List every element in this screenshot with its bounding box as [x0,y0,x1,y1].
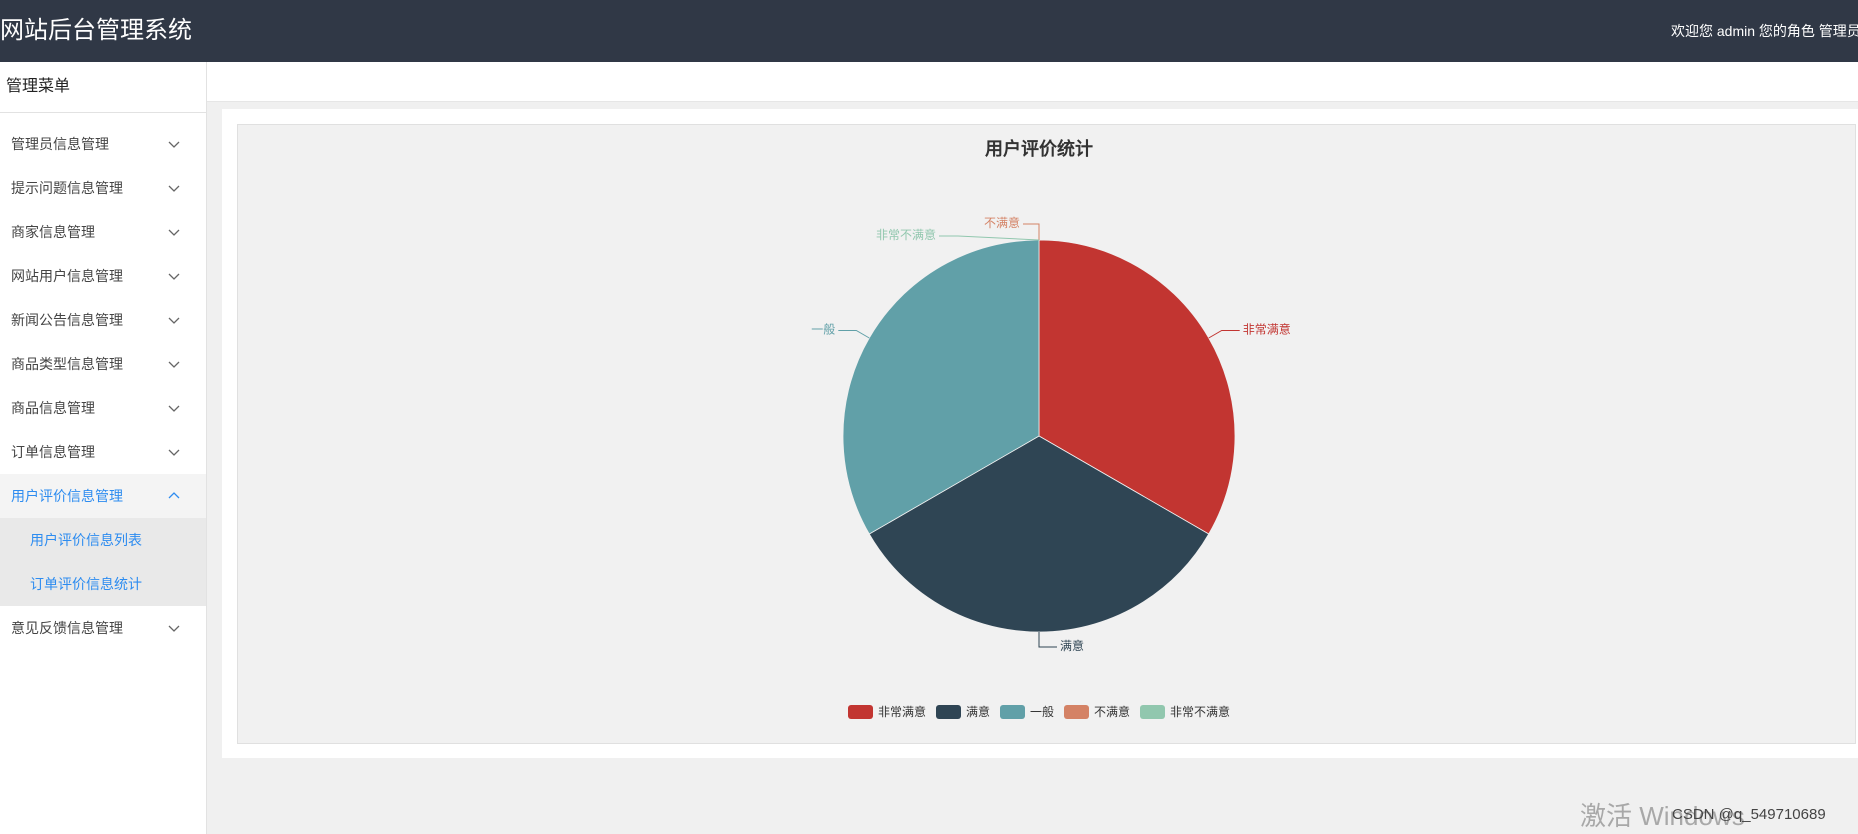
legend-swatch [1064,705,1089,719]
label-line [939,235,1040,241]
slice-label: 非常不满意 [876,227,936,242]
chart-panel: 用户评价统计 非常满意 满意 一般 不满意 非常不满意 非常满意 满意 一般 不满意 非常不满意 [237,124,1856,744]
legend-label: 满意 [965,705,990,719]
sidebar-item-label: 商家信息管理 [11,224,95,240]
sidebar-item-admin-info[interactable]: 管理员信息管理 [0,122,206,166]
sidebar-menu: 管理员信息管理 提示问题信息管理 商家信息管理 网站用户信息管理 新闻公告信息管… [0,113,206,650]
label-line [1038,632,1057,648]
sidebar-item-label: 订单信息管理 [11,444,95,460]
chevron-down-icon [168,622,180,634]
sidebar-item-product-info[interactable]: 商品信息管理 [0,386,206,430]
submenu-user-reviews: 用户评价信息列表 订单评价信息统计 [0,518,206,606]
chart-legend: 非常满意 满意 一般 不满意 非常不满意 [238,705,1840,719]
legend-item[interactable]: 非常满意 [847,705,926,719]
chevron-down-icon [168,314,180,326]
pie-slices [842,239,1236,633]
chevron-down-icon [168,138,180,150]
sidebar-item-label: 提示问题信息管理 [11,180,123,196]
slice-label: 非常满意 [1243,322,1291,337]
legend-swatch [999,705,1025,719]
chevron-down-icon [168,358,180,370]
top-header: 网站后台管理系统 欢迎您 admin 您的角色 管理员 [0,0,1858,62]
sidebar-item-label: 意见反馈信息管理 [11,620,123,636]
label-line [1208,330,1240,339]
label-line [1023,223,1040,240]
chevron-up-icon [168,490,180,502]
legend-label: 非常满意 [877,705,926,719]
content-card: 用户评价统计 非常满意 满意 一般 不满意 非常不满意 非常满意 满意 一般 不满意 非常不满意 [222,109,1858,758]
legend-item[interactable]: 满意 [935,705,990,719]
legend-swatch [1140,705,1166,719]
windows-activation-watermark: 激活 Windows [1580,801,1745,831]
chevron-down-icon [168,402,180,414]
sidebar-title: 管理菜单 [0,62,206,113]
sidebar-item-news-notices[interactable]: 新闻公告信息管理 [0,298,206,342]
welcome-user-info: 欢迎您 admin 您的角色 管理员 [1671,23,1858,39]
legend-label: 不满意 [1094,705,1131,719]
chevron-down-icon [168,446,180,458]
sidebar-item-label: 商品信息管理 [11,400,95,416]
submenu-item-review-list[interactable]: 用户评价信息列表 [30,532,142,548]
slice-label: 不满意 [984,215,1020,230]
legend-label: 一般 [1029,705,1054,719]
slice-label: 一般 [811,322,835,337]
sidebar-item-product-types[interactable]: 商品类型信息管理 [0,342,206,386]
sidebar-item-merchant-info[interactable]: 商家信息管理 [0,210,206,254]
chart-title: 用户评价统计 [985,139,1093,159]
sidebar-item-user-reviews[interactable]: 用户评价信息管理 [0,474,206,518]
label-line [838,330,870,339]
legend-swatch [847,705,873,719]
legend-swatch [935,705,961,719]
sidebar: 管理菜单 管理员信息管理 提示问题信息管理 商家信息管理 网站用户信息管理 新闻… [0,62,207,834]
sidebar-item-label: 商品类型信息管理 [11,356,123,372]
chevron-down-icon [168,226,180,238]
chevron-down-icon [168,270,180,282]
sidebar-item-feedback[interactable]: 意见反馈信息管理 [0,606,206,650]
sidebar-item-site-users[interactable]: 网站用户信息管理 [0,254,206,298]
sidebar-item-label: 用户评价信息管理 [11,488,123,504]
legend-label: 非常不满意 [1170,705,1231,719]
app-title: 网站后台管理系统 [0,17,192,44]
legend-item[interactable]: 不满意 [1064,705,1130,719]
chevron-down-icon [168,182,180,194]
sidebar-item-label: 管理员信息管理 [11,136,109,152]
sidebar-item-label: 新闻公告信息管理 [11,312,123,328]
sidebar-item-label: 网站用户信息管理 [11,268,123,284]
legend-item[interactable]: 一般 [999,705,1054,719]
submenu-item-order-review-stats[interactable]: 订单评价信息统计 [30,576,142,592]
slice-label: 满意 [1060,638,1084,653]
sidebar-item-order-info[interactable]: 订单信息管理 [0,430,206,474]
content-topbar [207,62,1858,102]
legend-item[interactable]: 非常不满意 [1140,705,1230,719]
pie-label-lines [838,223,1240,648]
csdn-watermark: CSDN @q_549710689 [1672,806,1826,823]
sidebar-item-prompt-questions[interactable]: 提示问题信息管理 [0,166,206,210]
